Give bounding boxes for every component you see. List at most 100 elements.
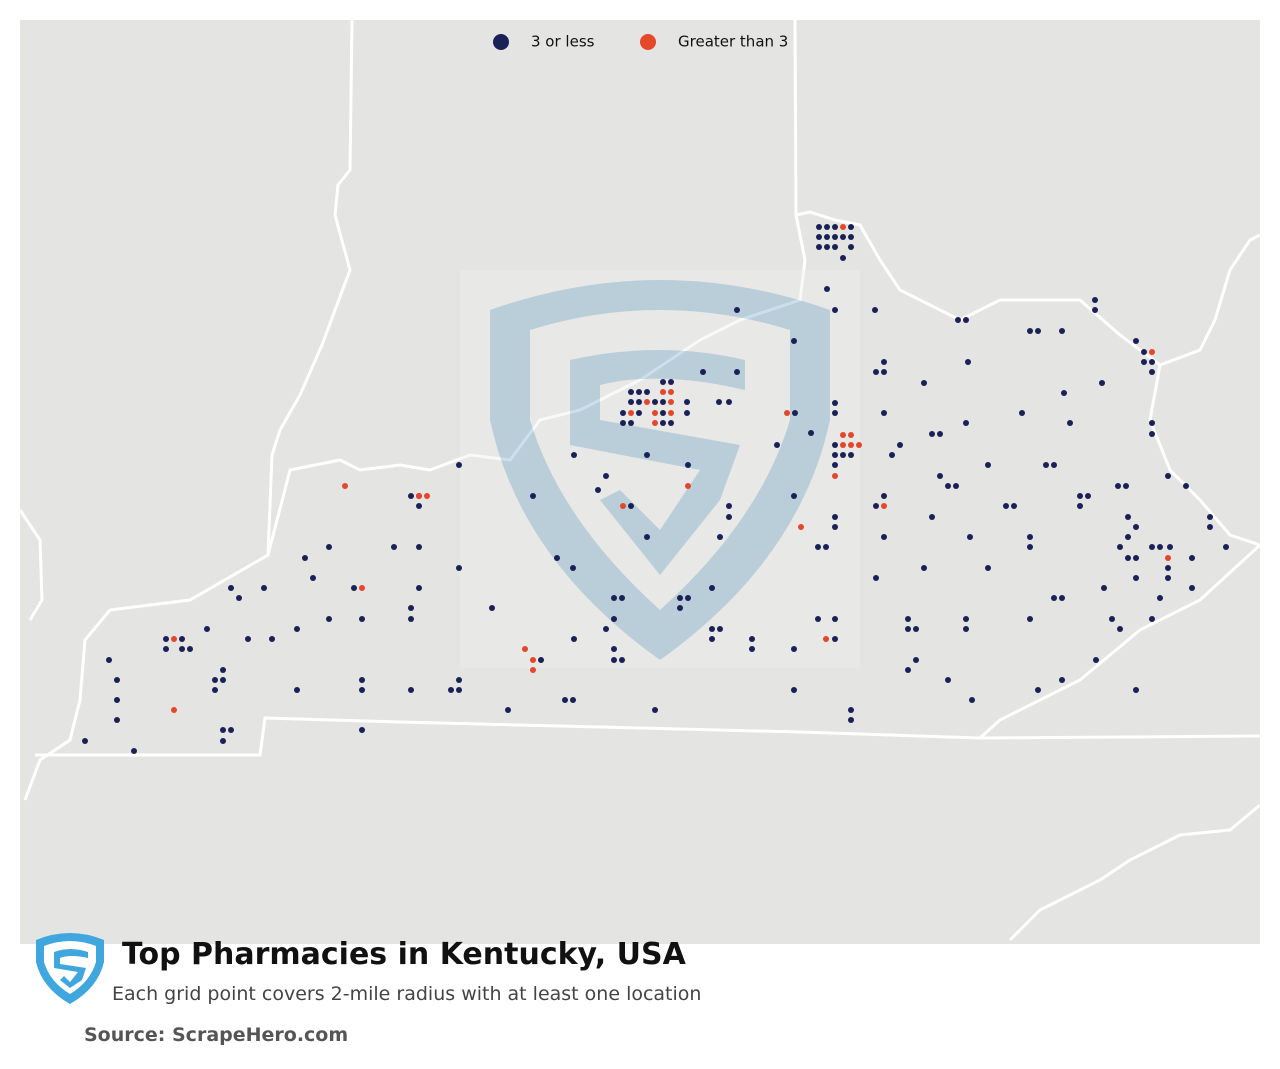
grid-point: [881, 503, 887, 509]
grid-point: [620, 410, 626, 416]
grid-point: [881, 359, 887, 365]
grid-point: [1115, 483, 1121, 489]
grid-point: [717, 626, 723, 632]
grid-point: [840, 452, 846, 458]
grid-point: [832, 452, 838, 458]
grid-point: [668, 389, 674, 395]
grid-point: [408, 605, 414, 611]
grid-point: [685, 483, 691, 489]
grid-point: [832, 616, 838, 622]
grid-point: [1133, 575, 1139, 581]
grid-point: [709, 636, 715, 642]
grid-point: [611, 595, 617, 601]
grid-point: [326, 544, 332, 550]
grid-point: [816, 244, 822, 250]
grid-point: [416, 544, 422, 550]
legend: 3 or less Greater than 3: [493, 33, 788, 51]
grid-point: [963, 616, 969, 622]
grid-point: [1149, 420, 1155, 426]
grid-point: [636, 399, 642, 405]
grid-point: [685, 462, 691, 468]
grid-point: [416, 503, 422, 509]
grid-point: [294, 626, 300, 632]
grid-point: [628, 410, 634, 416]
grid-point: [1189, 555, 1195, 561]
grid-point: [489, 605, 495, 611]
grid-point: [660, 410, 666, 416]
grid-point: [1117, 544, 1123, 550]
grid-point: [82, 738, 88, 744]
grid-point: [840, 224, 846, 230]
grid-point: [816, 234, 822, 240]
grid-point: [1027, 544, 1033, 550]
grid-point: [408, 493, 414, 499]
grid-point: [848, 432, 854, 438]
grid-point: [921, 380, 927, 386]
grid-point: [872, 307, 878, 313]
grid-point: [1207, 514, 1213, 520]
grid-point: [603, 626, 609, 632]
grid-point: [636, 410, 642, 416]
watermark: [460, 270, 860, 668]
grid-point: [1165, 565, 1171, 571]
grid-point: [1027, 616, 1033, 622]
grid-point: [929, 431, 935, 437]
grid-point: [1027, 328, 1033, 334]
grid-point: [816, 224, 822, 230]
grid-point: [832, 636, 838, 642]
grid-point: [652, 420, 658, 426]
grid-point: [505, 707, 511, 713]
grid-point: [832, 462, 838, 468]
grid-point: [1092, 307, 1098, 313]
grid-point: [456, 462, 462, 468]
grid-point: [1141, 349, 1147, 355]
grid-point: [554, 555, 560, 561]
grid-point: [824, 244, 830, 250]
grid-point: [985, 462, 991, 468]
grid-point: [881, 534, 887, 540]
grid-point: [832, 400, 838, 406]
grid-point: [212, 677, 218, 683]
grid-point: [1125, 555, 1131, 561]
grid-point: [408, 687, 414, 693]
grid-point: [824, 234, 830, 240]
grid-point: [171, 636, 177, 642]
grid-point: [955, 317, 961, 323]
grid-point: [628, 389, 634, 395]
grid-point: [824, 286, 830, 292]
grid-point: [1165, 575, 1171, 581]
grid-point: [791, 687, 797, 693]
grid-point: [236, 595, 242, 601]
grid-point: [530, 493, 536, 499]
grid-point: [709, 626, 715, 632]
grid-point: [1149, 369, 1155, 375]
grid-point: [929, 514, 935, 520]
grid-points: [82, 224, 1229, 754]
grid-point: [171, 707, 177, 713]
grid-point: [792, 410, 798, 416]
grid-point: [1189, 585, 1195, 591]
grid-point: [1149, 359, 1155, 365]
grid-point: [832, 442, 838, 448]
grid-point: [937, 431, 943, 437]
grid-point: [620, 503, 626, 509]
grid-point: [965, 359, 971, 365]
grid-point: [571, 636, 577, 642]
grid-point: [840, 234, 846, 240]
grid-point: [815, 544, 821, 550]
grid-point: [1133, 555, 1139, 561]
grid-point: [114, 717, 120, 723]
grid-point: [791, 493, 797, 499]
grid-point: [660, 379, 666, 385]
grid-point: [1059, 677, 1065, 683]
grid-point: [326, 616, 332, 622]
grid-point: [1133, 338, 1139, 344]
grid-point: [905, 616, 911, 622]
grid-point: [791, 338, 797, 344]
grid-point: [644, 452, 650, 458]
grid-point: [749, 636, 755, 642]
grid-point: [1067, 420, 1073, 426]
grid-point: [881, 410, 887, 416]
grid-point: [798, 524, 804, 530]
grid-point: [1059, 595, 1065, 601]
